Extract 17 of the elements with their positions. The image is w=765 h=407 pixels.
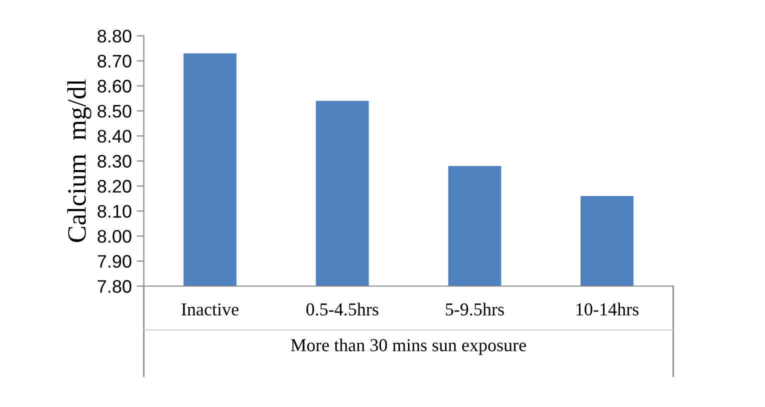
y-axis-title: Calcium mg/dl <box>67 79 92 242</box>
x-tick-label: Inactive <box>182 303 238 316</box>
x-tick-label: 5-9.5hrs <box>446 302 504 316</box>
y-tick-label: 8.70 <box>98 54 132 68</box>
y-tick-label: 7.90 <box>98 255 132 268</box>
y-tick-label: 8.00 <box>98 230 132 243</box>
x-tick-label: 0.5-4.5hrs <box>306 302 378 316</box>
y-tick-label: 8.10 <box>98 204 132 218</box>
y-tick-label: 8.40 <box>98 130 132 143</box>
x-tick-label: 10-14hrs <box>576 302 638 316</box>
y-tick-label: 8.60 <box>98 80 132 93</box>
y-tick-label: 8.80 <box>98 30 132 43</box>
x-axis-title: More than 30 mins sun exposure <box>290 338 526 355</box>
y-tick-label: 8.50 <box>98 104 132 118</box>
y-tick-label: 8.20 <box>98 180 132 193</box>
y-tick-label: 8.30 <box>98 154 132 168</box>
y-tick-label: 7.80 <box>98 280 132 293</box>
